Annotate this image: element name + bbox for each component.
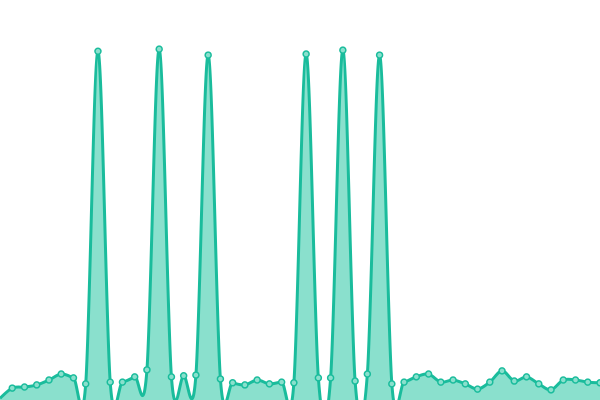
data-point	[253, 376, 261, 384]
data-point	[32, 381, 41, 389]
data-point	[351, 377, 359, 385]
data-point	[8, 384, 16, 392]
data-point	[522, 373, 531, 381]
data-point	[437, 378, 445, 386]
data-point	[241, 381, 249, 389]
data-point	[228, 379, 237, 387]
data-point	[498, 367, 506, 375]
data-point	[143, 366, 151, 374]
data-point	[167, 373, 176, 381]
data-point	[559, 376, 568, 384]
data-point	[94, 47, 102, 55]
data-point	[363, 370, 372, 378]
data-point	[130, 373, 139, 381]
data-point	[179, 372, 188, 380]
data-point	[424, 370, 433, 378]
data-point	[118, 378, 127, 386]
data-point	[314, 374, 323, 382]
data-point	[302, 50, 310, 58]
data-point	[57, 370, 65, 378]
data-point	[106, 378, 114, 386]
data-point	[69, 374, 78, 382]
data-point	[265, 380, 274, 388]
data-point	[486, 378, 494, 386]
data-point	[510, 377, 519, 385]
data-point	[339, 46, 347, 54]
data-point	[204, 51, 212, 59]
data-point	[571, 376, 580, 384]
data-point	[412, 373, 421, 381]
data-point	[216, 375, 225, 383]
data-point	[81, 380, 90, 388]
data-point	[326, 374, 335, 382]
data-point	[290, 379, 298, 387]
data-point	[473, 385, 482, 393]
data-point	[20, 383, 29, 391]
data-point	[375, 51, 384, 59]
data-point	[45, 376, 53, 384]
data-point	[535, 380, 543, 388]
data-point	[192, 371, 200, 379]
data-point	[277, 378, 286, 386]
data-point	[461, 380, 470, 388]
data-point	[584, 378, 592, 386]
data-point	[449, 376, 457, 384]
data-point	[400, 378, 408, 386]
data-point	[388, 380, 396, 388]
data-points	[8, 45, 600, 394]
data-point	[596, 379, 600, 387]
data-point	[547, 386, 555, 394]
data-point	[155, 45, 163, 53]
